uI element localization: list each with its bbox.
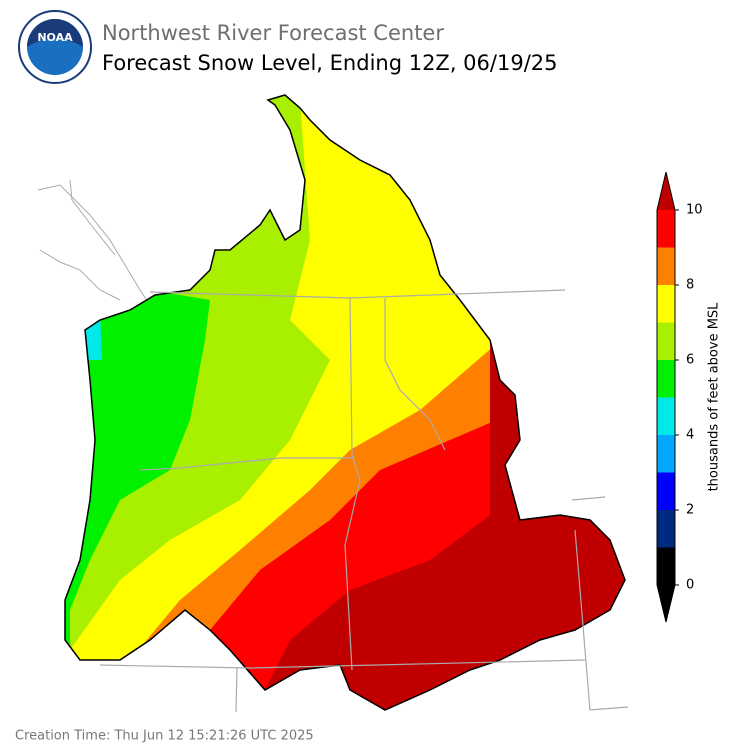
basin-outline	[64, 94, 626, 711]
colorbar-bin	[657, 360, 675, 398]
map-title: Forecast Snow Level, Ending 12Z, 06/19/2…	[102, 51, 558, 75]
colorbar-tick-label: 0	[686, 578, 694, 593]
colorbar-tick-label: 10	[686, 203, 703, 218]
colorbar-bin	[657, 285, 675, 323]
colorbar-bin	[657, 397, 675, 435]
colorbar-tick-label: 4	[686, 428, 694, 443]
colorbar-tick-label: 8	[686, 278, 694, 293]
colorbar-label: thousands of feet above MSL	[707, 302, 722, 492]
creation-time: Creation Time: Thu Jun 12 15:21:26 UTC 2…	[15, 729, 314, 744]
colorbar-under	[657, 585, 675, 622]
logo-text: NOAA	[37, 31, 73, 44]
colorbar-bin	[657, 435, 675, 473]
state-borders	[99, 289, 629, 713]
colorbar-tick-label: 6	[686, 353, 694, 368]
colorbar-bin	[657, 510, 675, 548]
colorbar-bin	[657, 210, 675, 248]
colorbar-bin	[657, 247, 675, 285]
colorbar-bin	[657, 322, 675, 360]
colorbar: 0 2 4 6 8 10	[656, 171, 703, 623]
colorbar-bin	[657, 547, 675, 585]
colorbar-over	[657, 172, 675, 210]
colorbar-bin	[657, 472, 675, 510]
noaa-logo: NOAA	[18, 10, 92, 84]
colorbar-tick-label: 2	[686, 503, 694, 518]
org-name: Northwest River Forecast Center	[102, 21, 444, 45]
